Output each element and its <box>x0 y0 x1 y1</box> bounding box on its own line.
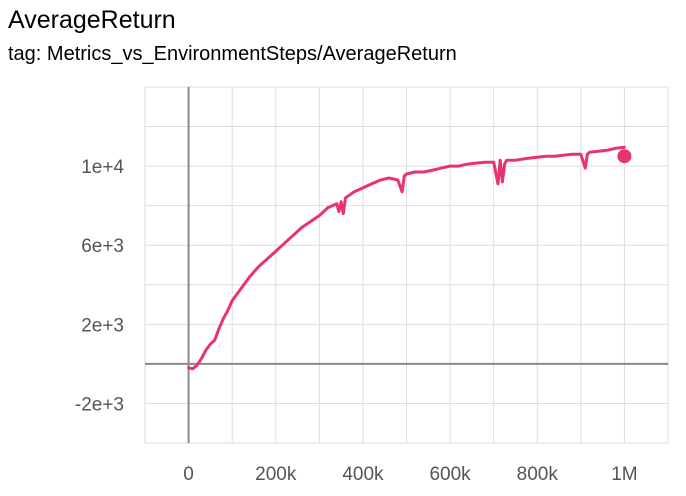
chart-title: AverageReturn <box>8 6 176 34</box>
x-tick-label: 400k <box>342 464 384 485</box>
x-tick-label: 1M <box>611 464 637 485</box>
series-layer <box>187 145 632 371</box>
x-tick-label: 200k <box>255 464 297 485</box>
series-line <box>187 145 626 371</box>
y-tick-label: 6e+3 <box>81 236 124 257</box>
y-tick-label: -2e+3 <box>75 394 124 415</box>
zero-axes <box>145 87 668 443</box>
x-tick-label: 800k <box>517 464 559 485</box>
tick-labels: 0 200k 400k 600k 800k 1M -2e+3 2e+3 6e+3 1e+4 <box>75 157 638 485</box>
last-value-marker <box>617 149 632 164</box>
x-tick-label: 0 <box>183 464 194 485</box>
x-tick-label: 600k <box>429 464 471 485</box>
chart-tag: tag: Metrics_vs_EnvironmentSteps/Average… <box>8 43 457 65</box>
y-tick-label: 1e+4 <box>81 157 124 178</box>
grid-lines <box>144 86 669 444</box>
y-tick-label: 2e+3 <box>81 315 124 336</box>
